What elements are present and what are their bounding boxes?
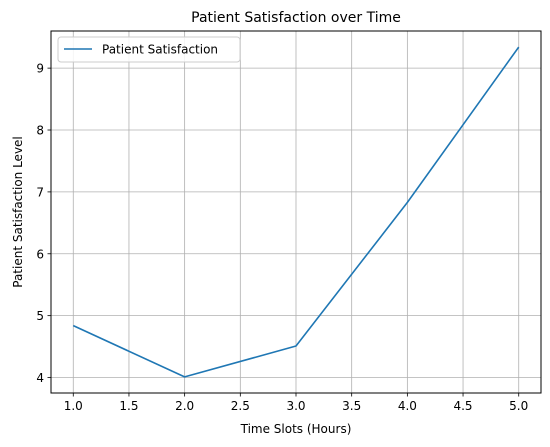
y-tick-label: 6 bbox=[36, 247, 44, 261]
y-tick-label: 7 bbox=[36, 185, 44, 199]
x-tick-label: 1.0 bbox=[64, 399, 83, 413]
y-axis: 4 5 6 7 8 9 bbox=[36, 62, 51, 385]
y-tick-label: 5 bbox=[36, 309, 44, 323]
x-tick-label: 3.0 bbox=[286, 399, 305, 413]
x-tick-label: 3.5 bbox=[342, 399, 361, 413]
x-tick-label: 4.5 bbox=[453, 399, 472, 413]
y-tick-label: 4 bbox=[36, 371, 44, 385]
y-tick-label: 8 bbox=[36, 124, 44, 138]
y-axis-label: Patient Satisfaction Level bbox=[11, 136, 25, 288]
x-axis-label: Time Slots (Hours) bbox=[240, 422, 352, 436]
x-axis: 1.0 1.5 2.0 2.5 3.0 3.5 4.0 4.5 5.0 bbox=[64, 393, 528, 413]
legend: Patient Satisfaction bbox=[57, 36, 241, 63]
y-tick-label: 9 bbox=[36, 62, 44, 76]
x-tick-label: 1.5 bbox=[119, 399, 138, 413]
series-line bbox=[72, 46, 520, 378]
x-tick-label: 5.0 bbox=[509, 399, 528, 413]
legend-label: Patient Satisfaction bbox=[102, 43, 218, 57]
legend-box bbox=[57, 36, 241, 63]
x-tick-label: 2.0 bbox=[175, 399, 194, 413]
series-layer bbox=[72, 46, 520, 378]
chart-title: Patient Satisfaction over Time bbox=[191, 10, 401, 26]
x-tick-label: 4.0 bbox=[398, 399, 417, 413]
grid bbox=[51, 31, 541, 393]
x-tick-label: 2.5 bbox=[231, 399, 250, 413]
